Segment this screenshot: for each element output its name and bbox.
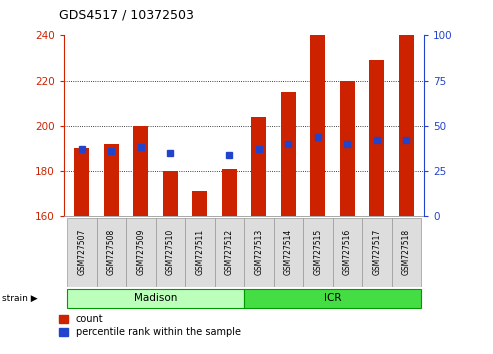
Bar	[340, 80, 354, 216]
Bar	[311, 35, 325, 216]
Bar	[333, 218, 362, 287]
Bar	[362, 218, 391, 287]
Bar	[163, 171, 177, 216]
Bar	[185, 218, 214, 287]
Legend: count, percentile rank within the sample: count, percentile rank within the sample	[59, 314, 241, 337]
Text: GSM727514: GSM727514	[284, 229, 293, 275]
Bar	[281, 92, 296, 216]
Bar	[222, 169, 237, 216]
Text: GSM727517: GSM727517	[372, 229, 381, 275]
Bar	[251, 116, 266, 216]
Bar	[134, 126, 148, 216]
Text: GSM727518: GSM727518	[402, 229, 411, 275]
Text: GDS4517 / 10372503: GDS4517 / 10372503	[59, 8, 194, 21]
Text: Madison: Madison	[134, 293, 177, 303]
Text: strain ▶: strain ▶	[2, 294, 38, 303]
Bar	[274, 218, 303, 287]
Text: GSM727511: GSM727511	[195, 229, 204, 275]
Bar	[74, 148, 89, 216]
Text: GSM727509: GSM727509	[136, 229, 145, 275]
Bar	[126, 218, 155, 287]
Bar	[214, 218, 244, 287]
Text: GSM727513: GSM727513	[254, 229, 263, 275]
Bar	[97, 218, 126, 287]
Bar	[155, 218, 185, 287]
Bar	[399, 35, 414, 216]
Text: GSM727510: GSM727510	[166, 229, 175, 275]
Bar	[192, 191, 207, 216]
Text: GSM727515: GSM727515	[313, 229, 322, 275]
Bar	[244, 218, 274, 287]
Bar	[244, 289, 421, 308]
Text: GSM727508: GSM727508	[107, 229, 116, 275]
Bar	[104, 144, 119, 216]
Bar	[67, 289, 244, 308]
Text: GSM727512: GSM727512	[225, 229, 234, 275]
Bar	[67, 218, 97, 287]
Bar	[303, 218, 333, 287]
Text: GSM727507: GSM727507	[77, 229, 86, 275]
Bar	[391, 218, 421, 287]
Text: ICR: ICR	[324, 293, 341, 303]
Bar	[369, 60, 384, 216]
Text: GSM727516: GSM727516	[343, 229, 352, 275]
